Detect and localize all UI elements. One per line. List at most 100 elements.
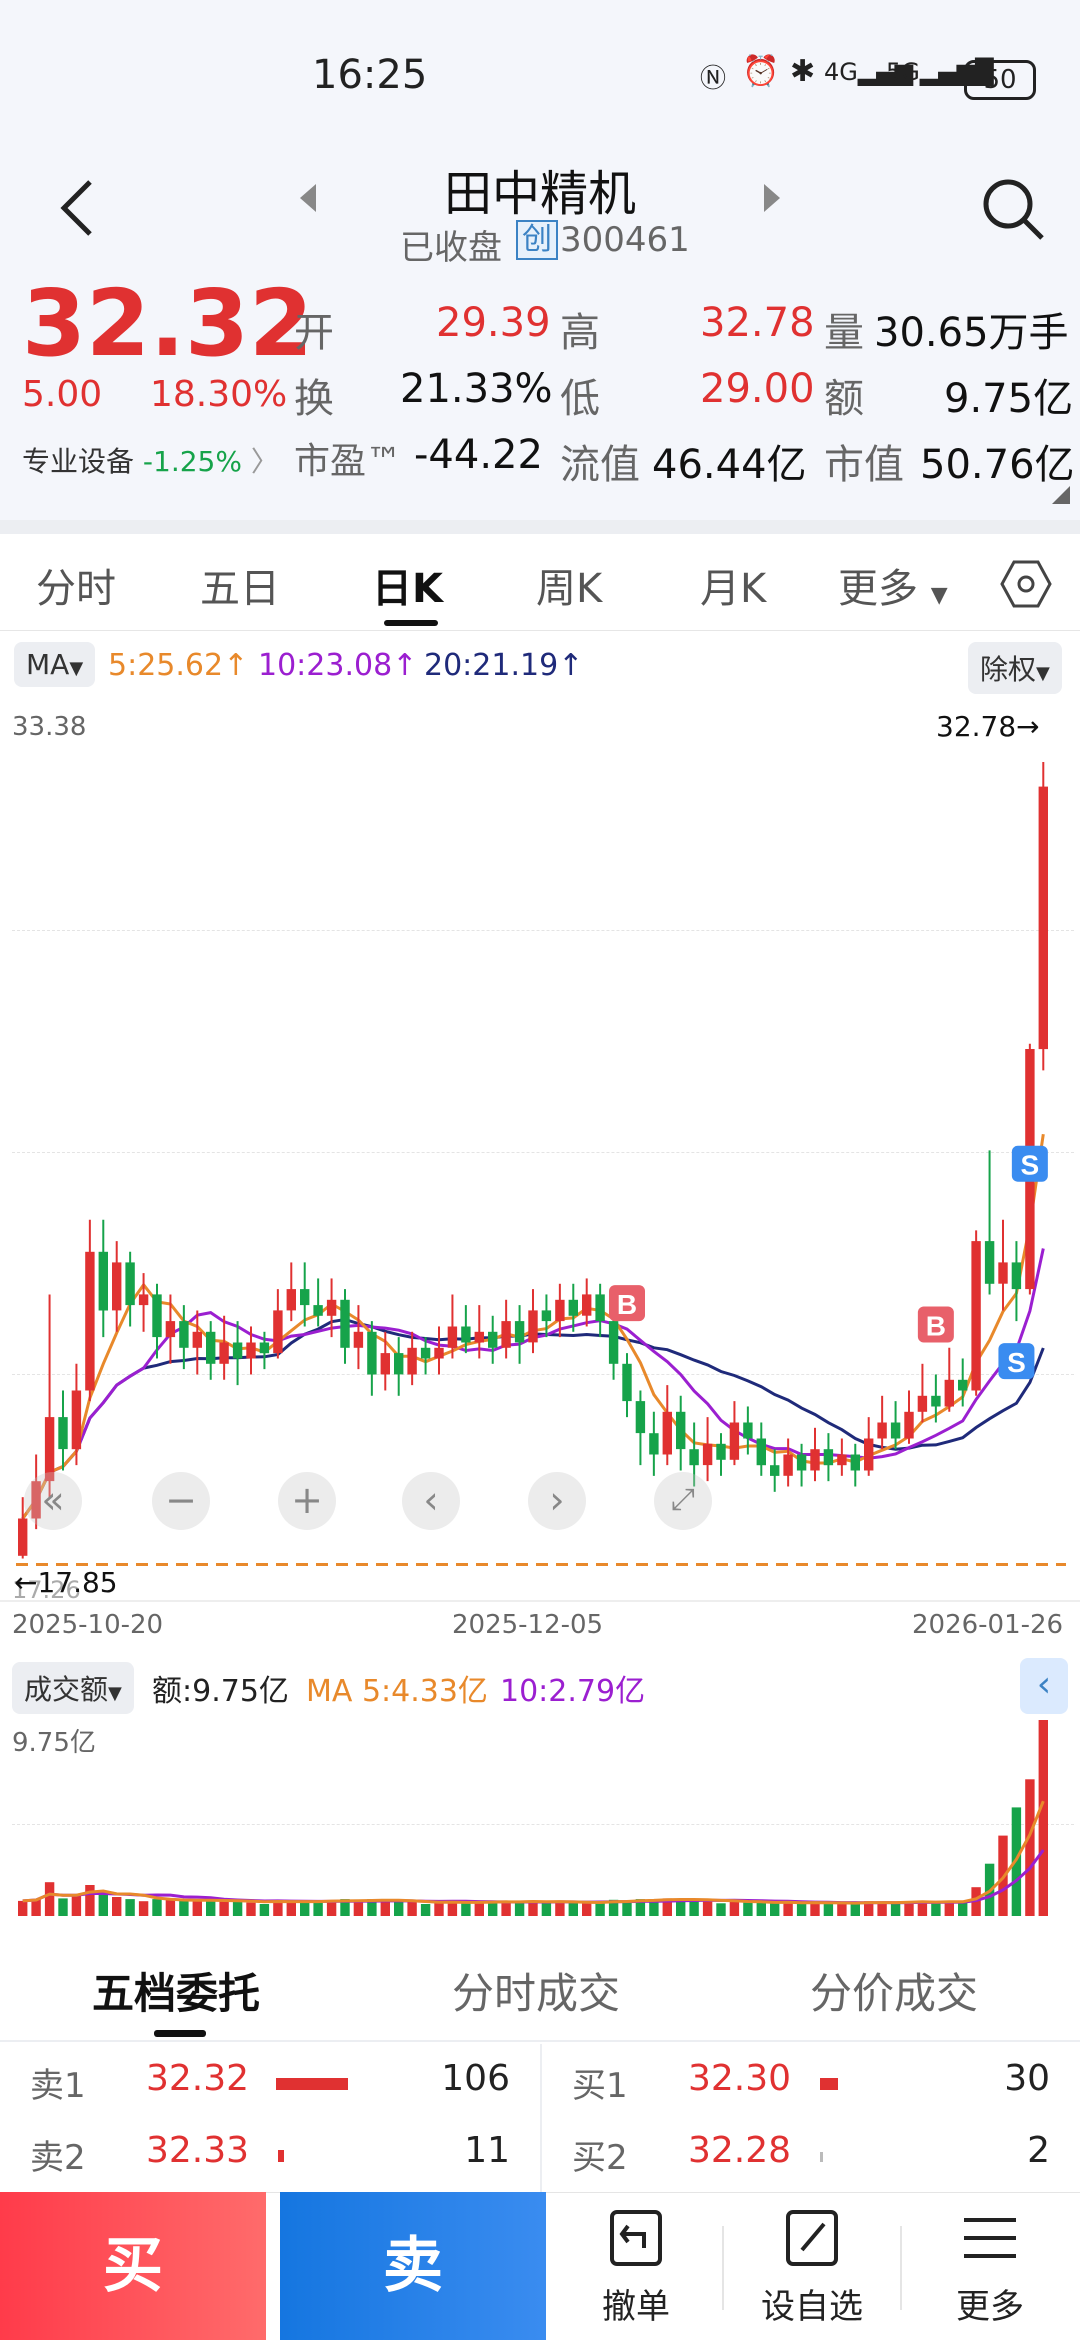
tab-more[interactable]: 更多 ▼ bbox=[838, 556, 948, 614]
trade-marker-bg bbox=[998, 1343, 1035, 1380]
buy-button[interactable]: 买 bbox=[0, 2192, 266, 2340]
candle-body bbox=[555, 1299, 565, 1322]
scroll-right-icon[interactable]: › bbox=[528, 1472, 586, 1530]
volume-bar bbox=[232, 1900, 243, 1916]
float-value: 46.44亿 bbox=[652, 442, 807, 488]
sell-2-label: 卖2 bbox=[30, 2138, 86, 2178]
expand-corner-icon[interactable] bbox=[1052, 486, 1070, 504]
axis-line bbox=[0, 1600, 1080, 1602]
search-icon[interactable] bbox=[980, 176, 1046, 242]
dropdown-triangle-icon: ▼ bbox=[108, 1683, 122, 1704]
tab-price-trades[interactable]: 分价成交 bbox=[810, 1969, 979, 2018]
ma20-value: 20:21.19↑ bbox=[424, 648, 584, 683]
open-label: 开 bbox=[294, 310, 334, 356]
next-stock-icon[interactable] bbox=[760, 182, 784, 214]
volume-bar bbox=[206, 1901, 216, 1916]
buy-1-bar bbox=[820, 2078, 838, 2090]
fullscreen-icon[interactable]: ⤢ bbox=[654, 1472, 712, 1530]
candle-body bbox=[152, 1294, 162, 1338]
tab-intraday[interactable]: 分时 bbox=[36, 566, 116, 612]
prev-stock-icon[interactable] bbox=[296, 182, 320, 214]
tab-daily-k[interactable]: 日K bbox=[372, 566, 443, 612]
volume-selector[interactable]: 成交额▼ bbox=[12, 1662, 134, 1714]
edit-square-icon bbox=[786, 2210, 838, 2266]
volume-bar bbox=[837, 1904, 847, 1916]
volume-bar bbox=[394, 1901, 404, 1916]
candle-body bbox=[649, 1433, 659, 1455]
scroll-left-icon[interactable]: ‹ bbox=[402, 1472, 460, 1530]
kline-chart-area[interactable]: 33.38 32.78→ 17.26 B B S S ←17.85 2025-10-2… bbox=[0, 700, 1080, 1640]
volume-label: 量 bbox=[824, 310, 864, 356]
candle-body bbox=[326, 1299, 337, 1316]
candle-body bbox=[528, 1310, 538, 1343]
trade-marker-label: B bbox=[926, 1310, 946, 1341]
chart-settings-icon[interactable] bbox=[1000, 558, 1052, 610]
volume-chart-area[interactable]: 成交额▼ 额:9.75亿 MA 5:4.33亿 10:2.79亿 ‹ 9.75亿 bbox=[0, 1650, 1080, 1920]
battery-icon: 50 bbox=[964, 60, 1036, 100]
volume-bar bbox=[44, 1882, 55, 1916]
min-price-marker: ←17.85 bbox=[14, 1566, 118, 1599]
tab-five-day[interactable]: 五日 bbox=[200, 566, 280, 612]
volume-bar bbox=[192, 1900, 202, 1916]
candle-body bbox=[810, 1449, 820, 1471]
candle-body bbox=[595, 1294, 605, 1322]
buy-2-label: 买2 bbox=[572, 2138, 628, 2178]
candle-body bbox=[770, 1465, 780, 1476]
mcap-label: 市值 bbox=[824, 442, 904, 488]
candle-body bbox=[31, 1481, 41, 1519]
high-value: 32.78 bbox=[700, 300, 815, 346]
signal-4g-icon: 4G▂▄▆ bbox=[824, 58, 914, 86]
candle-body bbox=[904, 1411, 914, 1439]
collapse-panel-icon[interactable]: ‹ bbox=[1020, 1658, 1068, 1714]
candle-body bbox=[582, 1294, 592, 1316]
tab-monthly-k[interactable]: 月K bbox=[700, 566, 767, 612]
add-watchlist-button[interactable]: 设自选 bbox=[750, 2206, 874, 2330]
cancel-order-button[interactable]: 撤单 bbox=[574, 2206, 698, 2330]
volume-bar bbox=[568, 1902, 578, 1916]
volume-bar bbox=[622, 1900, 632, 1916]
volume-bar bbox=[300, 1900, 310, 1916]
volume-bar bbox=[367, 1899, 377, 1916]
tab-order-book[interactable]: 五档委托 bbox=[92, 1969, 261, 2018]
adjust-selector[interactable]: 除权▼ bbox=[968, 642, 1062, 694]
more-button[interactable]: 更多 bbox=[928, 2206, 1052, 2330]
candle-body bbox=[716, 1443, 726, 1460]
nfc-icon: Ⓝ bbox=[700, 64, 727, 94]
volume-svg bbox=[18, 1720, 1048, 1916]
ma-selector[interactable]: MA▼ bbox=[14, 642, 96, 687]
volume-bar bbox=[501, 1901, 511, 1916]
date-end: 2026-01-26 bbox=[912, 1610, 1064, 1640]
volume-bar bbox=[447, 1900, 458, 1916]
zoom-out-icon[interactable]: − bbox=[152, 1472, 210, 1530]
volume-bar bbox=[259, 1904, 270, 1916]
candle-body bbox=[864, 1438, 874, 1471]
volume-bar bbox=[380, 1901, 390, 1916]
trade-marker-bg bbox=[917, 1306, 954, 1343]
status-time: 16:25 bbox=[312, 52, 428, 98]
volume-bar bbox=[917, 1901, 928, 1916]
tab-time-trades[interactable]: 分时成交 bbox=[452, 1969, 621, 2018]
candle-body bbox=[420, 1347, 431, 1359]
sell-button[interactable]: 卖 bbox=[280, 2192, 546, 2340]
divider bbox=[900, 2226, 902, 2310]
candle-body bbox=[796, 1454, 807, 1471]
volume-bar bbox=[716, 1903, 726, 1916]
top-price-label: 33.38 bbox=[12, 712, 87, 742]
back-arrow-icon[interactable] bbox=[58, 178, 98, 238]
candle-body bbox=[273, 1310, 283, 1354]
volume-ma10: 10:2.79亿 bbox=[500, 1674, 646, 1709]
divider bbox=[722, 2226, 724, 2310]
tab-weekly-k[interactable]: 周K bbox=[536, 566, 603, 612]
high-label: 高 bbox=[560, 310, 600, 356]
fast-rewind-icon[interactable]: « bbox=[24, 1472, 82, 1530]
zoom-in-icon[interactable]: + bbox=[278, 1472, 336, 1530]
volume-bar bbox=[31, 1899, 41, 1916]
sector-link[interactable]: 专业设备 -1.25% 〉 bbox=[22, 440, 279, 480]
sell-1-label: 卖1 bbox=[30, 2066, 86, 2106]
candle-body bbox=[488, 1331, 498, 1348]
candle-body bbox=[165, 1321, 176, 1338]
candle-body bbox=[18, 1518, 28, 1556]
candle-body bbox=[729, 1422, 740, 1460]
candle-body bbox=[98, 1251, 108, 1311]
volume-bar bbox=[165, 1899, 176, 1916]
